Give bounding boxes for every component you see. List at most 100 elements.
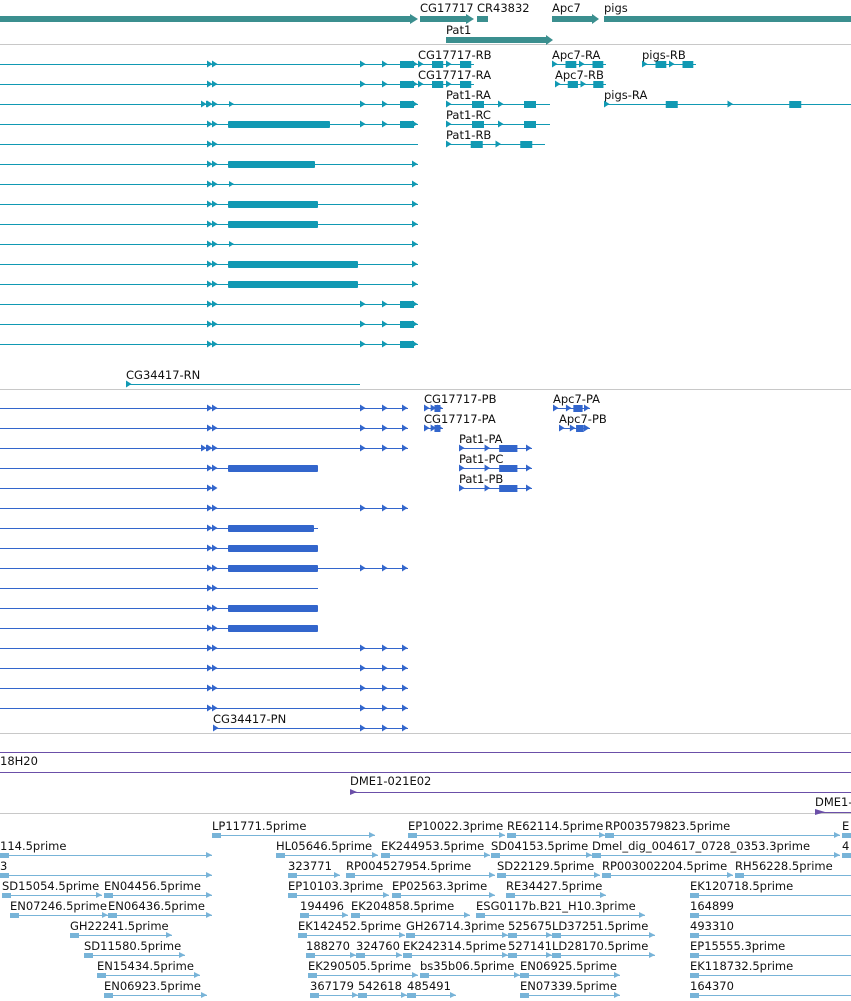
est-feature[interactable]: EK242314.5prime	[403, 939, 508, 958]
transcript-feature[interactable]: pigs-RA	[604, 88, 851, 108]
est-feature[interactable]: 164370	[690, 979, 851, 998]
transcript-isoform-left[interactable]	[0, 180, 418, 188]
transcript-isoform-left[interactable]	[0, 340, 418, 349]
gene-feature-cr43832[interactable]: CR43832	[477, 1, 530, 22]
est-feature[interactable]: 164899	[690, 899, 851, 918]
protein-isoform-left[interactable]	[0, 484, 218, 492]
est-feature[interactable]: HL05646.5prime	[276, 839, 378, 858]
gene-feature-cg34417[interactable]	[0, 14, 418, 24]
protein-isoform-left[interactable]	[0, 544, 318, 553]
est-feature[interactable]: SD22129.5prime	[497, 859, 600, 878]
transcript-feature[interactable]: CG17717-RA	[418, 68, 491, 88]
est-feature[interactable]: SD15054.5prime	[2, 879, 102, 898]
protein-isoform-left[interactable]	[0, 444, 408, 452]
transcript-isoform-left[interactable]	[0, 200, 418, 209]
transcript-isoform-left[interactable]	[0, 140, 418, 148]
transcript-isoform-left[interactable]	[0, 120, 418, 129]
protein-feature[interactable]: Apc7-PB	[559, 412, 607, 432]
protein-isoform-left[interactable]	[0, 704, 408, 712]
clone-feature[interactable]: 18H20	[0, 752, 851, 769]
est-feature[interactable]: 323771	[288, 859, 340, 878]
est-feature[interactable]: 3	[0, 859, 212, 878]
est-feature[interactable]: EK120718.5prime	[690, 879, 851, 898]
est-feature[interactable]: E	[842, 819, 851, 838]
est-feature[interactable]: EK290505.5prime	[308, 959, 418, 978]
transcript-isoform-left[interactable]	[0, 240, 418, 248]
transcript-feature[interactable]: Pat1-RB	[446, 128, 545, 148]
est-feature[interactable]: EK244953.5prime	[381, 839, 490, 858]
est-feature[interactable]: 188270	[306, 939, 356, 958]
est-feature[interactable]: RP004527954.5prime	[346, 859, 495, 878]
est-feature[interactable]: LD28170.5prime	[552, 939, 655, 958]
est-feature[interactable]: 194496	[300, 899, 348, 918]
est-feature[interactable]: Dmel_dig_004617_0728_0353.3prime	[592, 839, 840, 858]
protein-feature[interactable]: Apc7-PA	[553, 392, 600, 412]
est-feature[interactable]: RE34427.5prime	[506, 879, 606, 898]
gene-feature-pat1[interactable]: Pat1	[446, 23, 553, 45]
protein-isoform-left[interactable]	[0, 604, 318, 613]
est-feature[interactable]: EN15434.5prime	[97, 959, 200, 978]
protein-isoform-left[interactable]	[0, 664, 408, 672]
est-feature[interactable]: RE62114.5prime	[507, 819, 605, 838]
protein-isoform-left[interactable]	[0, 504, 408, 512]
est-feature[interactable]: 367179	[310, 979, 358, 998]
gene-feature-apc7[interactable]: Apc7	[552, 1, 599, 24]
transcript-feature[interactable]: pigs-RB	[642, 48, 696, 68]
est-feature[interactable]: SD04153.5prime	[491, 839, 592, 858]
protein-isoform-left[interactable]	[0, 464, 318, 473]
clone-feature[interactable]: DME1-	[815, 795, 851, 815]
est-feature[interactable]: EN07339.5prime	[520, 979, 620, 998]
protein-feature[interactable]: Pat1-PB	[459, 472, 532, 492]
protein-feature[interactable]: CG17717-PB	[424, 392, 497, 412]
est-feature[interactable]: LD37251.5prime	[552, 919, 655, 938]
est-feature[interactable]: EN04456.5prime	[104, 879, 212, 898]
protein-isoform-left[interactable]	[0, 644, 408, 652]
transcript-isoform-left[interactable]	[0, 300, 418, 309]
est-feature[interactable]: EK118732.5prime	[690, 959, 851, 978]
est-feature[interactable]: 542618	[358, 979, 407, 998]
est-feature[interactable]: EP10103.3prime	[288, 879, 389, 898]
est-feature[interactable]: LP11771.5prime	[212, 819, 375, 838]
est-feature[interactable]: bs35b06.5prime	[420, 959, 520, 978]
protein-feature[interactable]: Pat1-PC	[459, 452, 532, 472]
est-feature[interactable]: EN07246.5prime	[10, 899, 108, 918]
protein-isoform-left[interactable]	[0, 624, 318, 633]
est-feature[interactable]: EP15555.3prime	[690, 939, 851, 958]
protein-isoform-left[interactable]	[0, 524, 318, 533]
gene-feature-pigs[interactable]: pigs	[604, 1, 851, 22]
est-feature[interactable]: EP02563.3prime	[392, 879, 495, 898]
est-feature[interactable]: 114.5prime	[0, 839, 212, 858]
est-feature[interactable]: GH26714.3prime	[406, 919, 508, 938]
protein-isoform-left[interactable]	[0, 584, 318, 592]
transcript-isoform-left[interactable]	[0, 280, 418, 289]
transcript-isoform-left[interactable]	[0, 80, 418, 89]
est-feature[interactable]: EK142452.5prime	[298, 919, 405, 938]
transcript-feature[interactable]: Apc7-RA	[552, 48, 606, 68]
est-feature[interactable]: EP10022.3prime	[408, 819, 505, 838]
transcript-feature[interactable]: CG17717-RB	[418, 48, 492, 68]
est-feature[interactable]: 493310	[690, 919, 851, 938]
transcript-isoform-left[interactable]	[0, 260, 418, 269]
est-feature[interactable]: 4	[842, 839, 851, 858]
transcript-feature[interactable]: CG34417-RN	[126, 368, 360, 388]
protein-feature[interactable]: CG34417-PN	[213, 712, 408, 732]
protein-feature[interactable]: CG17717-PA	[424, 412, 496, 432]
est-feature[interactable]: 324760	[356, 939, 402, 958]
protein-isoform-left[interactable]	[0, 564, 408, 573]
transcript-isoform-left[interactable]	[0, 320, 418, 329]
protein-isoform-left[interactable]	[0, 404, 408, 412]
protein-isoform-left[interactable]	[0, 424, 408, 432]
est-feature[interactable]: 527141	[508, 939, 552, 958]
est-feature[interactable]: EN06436.5prime	[108, 899, 212, 918]
clone-feature[interactable]: DME1-021E02	[350, 774, 851, 795]
protein-isoform-left[interactable]	[0, 684, 408, 692]
transcript-isoform-left[interactable]	[0, 100, 418, 109]
transcript-feature[interactable]: Apc7-RB	[555, 68, 606, 88]
est-feature[interactable]: GH22241.5prime	[70, 919, 172, 938]
est-feature[interactable]: RH56228.5prime	[735, 859, 851, 878]
est-feature[interactable]: RP003579823.5prime	[605, 819, 840, 838]
transcript-isoform-left[interactable]	[0, 160, 418, 169]
est-feature[interactable]: SD11580.5prime	[84, 939, 185, 958]
est-feature[interactable]: EN06923.5prime	[104, 979, 207, 998]
